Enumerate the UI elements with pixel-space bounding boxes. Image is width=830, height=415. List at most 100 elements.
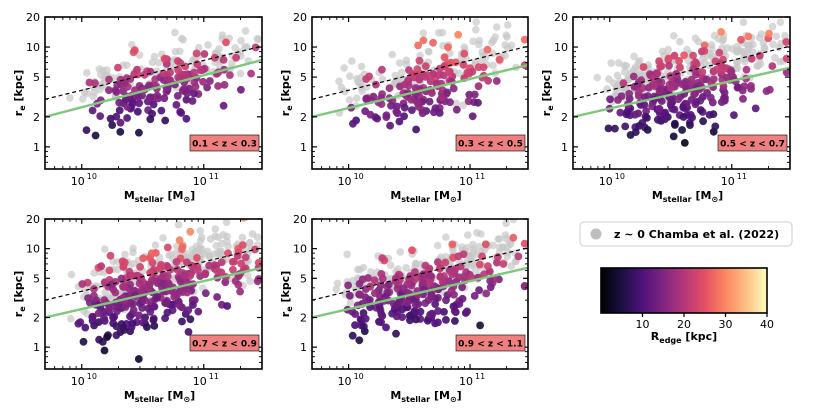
reference-point [79, 95, 87, 103]
data-point [210, 53, 219, 62]
y-tick-label: 2 [33, 311, 40, 324]
reference-point [452, 99, 460, 108]
axes-frame [572, 16, 791, 170]
data-point [100, 346, 109, 355]
data-point [126, 312, 134, 321]
redshift-label: 0.5 < z < 0.7 [720, 140, 785, 150]
reference-point [101, 288, 110, 297]
reference-point [340, 64, 348, 72]
data-point [671, 121, 679, 129]
x-tick-exponent: 10 [87, 372, 97, 381]
y-tick-label: 2 [300, 111, 307, 124]
data-point [121, 95, 130, 104]
data-point [689, 51, 697, 60]
data-point [160, 54, 169, 63]
data-point [247, 69, 256, 78]
redshift-label: 0.1 < z < 0.3 [192, 140, 257, 150]
reference-point [613, 71, 622, 80]
data-point [139, 294, 147, 303]
data-point [661, 115, 669, 124]
y-tick-label: 20 [554, 11, 568, 24]
data-point [687, 75, 696, 84]
data-point [666, 72, 675, 80]
x-tick-exponent: 11 [475, 372, 485, 381]
data-point [184, 328, 193, 336]
colorbar-tick-label: 20 [677, 318, 691, 331]
data-point [147, 249, 156, 258]
reference-point [354, 265, 362, 274]
reference-point [459, 101, 468, 109]
data-point [161, 299, 170, 308]
reference-point [438, 28, 447, 37]
x-axis-label: Mstellar [M⊙] [124, 189, 195, 204]
colorbar: 10 20 30 40 Redge [kpc] [600, 267, 774, 345]
y-tick-label: 2 [300, 311, 307, 324]
data-point [378, 254, 387, 262]
reference-point [214, 233, 223, 241]
data-point [721, 94, 729, 102]
data-point [220, 81, 229, 89]
x-tick-label: 10 [338, 375, 352, 388]
data-point [133, 271, 141, 280]
data-point [153, 293, 161, 302]
data-point [458, 294, 467, 303]
data-point [172, 258, 181, 266]
data-point [434, 307, 442, 315]
y-tick-label: 1 [33, 141, 40, 154]
reference-point [222, 219, 231, 227]
data-point [114, 63, 122, 72]
data-point [175, 236, 184, 245]
y-axis-label: re [kpc] [12, 70, 27, 116]
reference-point [332, 285, 341, 294]
data-point [495, 55, 504, 64]
data-point [499, 260, 508, 268]
data-point [698, 68, 707, 76]
data-point [398, 305, 407, 314]
data-point [441, 258, 450, 267]
data-point [622, 110, 631, 119]
reference-point [676, 37, 684, 46]
data-point [428, 89, 436, 97]
data-point [712, 65, 721, 74]
data-point [408, 106, 416, 114]
data-point [351, 310, 360, 318]
data-point [135, 311, 143, 320]
data-point [134, 355, 143, 363]
x-tick-label: 10 [599, 175, 613, 188]
colorbar-gradient [600, 267, 768, 314]
data-point [509, 233, 518, 242]
reference-point [241, 27, 250, 35]
data-point [149, 316, 158, 324]
data-point [115, 106, 124, 115]
data-point [460, 272, 468, 281]
data-point [163, 308, 172, 317]
data-point [435, 64, 444, 73]
fit-line [312, 266, 528, 319]
data-point [419, 36, 428, 45]
data-point [143, 323, 151, 331]
data-point [129, 306, 138, 314]
y-axis-label: re [kpc] [279, 271, 294, 317]
data-point [442, 316, 450, 324]
data-point [478, 252, 486, 261]
data-point [435, 264, 444, 273]
reference-dashed-line [573, 45, 790, 100]
data-point [344, 281, 352, 290]
data-point [392, 301, 401, 310]
reference-point [363, 83, 371, 91]
data-point [470, 292, 479, 300]
data-point [217, 268, 226, 277]
data-point [349, 119, 357, 128]
data-point [744, 32, 753, 41]
data-point [237, 85, 245, 94]
reference-point [66, 314, 75, 323]
reference-point [509, 219, 518, 224]
data-point [386, 121, 394, 130]
data-point [392, 107, 401, 116]
data-point [676, 63, 684, 72]
reference-point [396, 248, 405, 256]
data-point [355, 280, 364, 288]
data-point [426, 271, 435, 280]
